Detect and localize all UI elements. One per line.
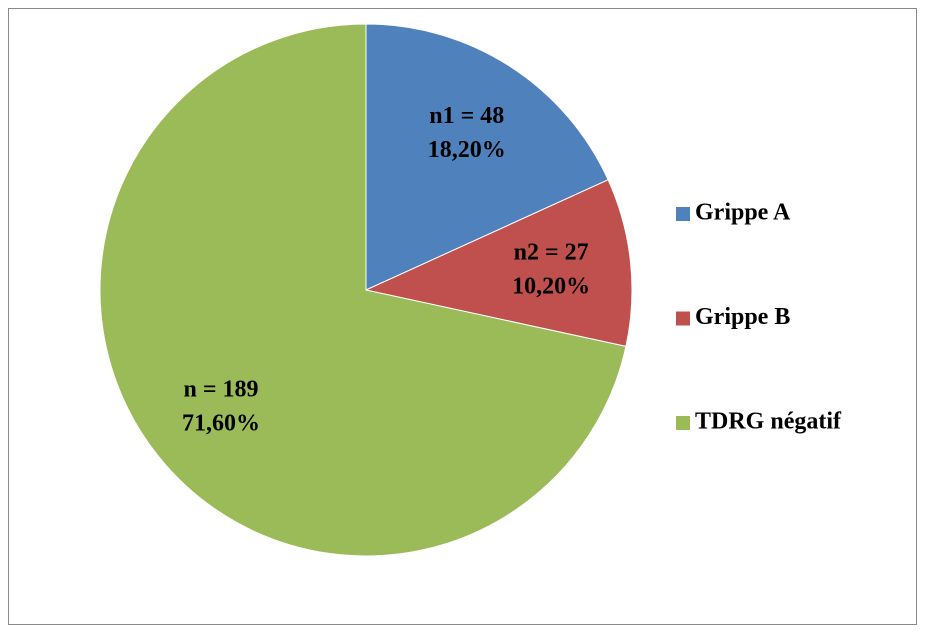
- legend-label: TDRG négatif: [695, 409, 842, 435]
- slice-value-label: 10,20%: [512, 274, 590, 300]
- pie-slice: [99, 23, 627, 557]
- slice-count-label: n2 = 27: [514, 240, 589, 266]
- legend-label: Grippe A: [695, 200, 791, 226]
- legend-swatch: [676, 416, 690, 430]
- legend-label: Grippe B: [695, 304, 790, 330]
- slice-count-label: n = 189: [184, 376, 259, 402]
- pie-slice: [365, 23, 609, 291]
- legend-swatch: [676, 207, 690, 221]
- slice-value-label: 18,20%: [428, 137, 506, 163]
- slice-count-label: n1 = 48: [429, 103, 504, 129]
- pie-slice: [364, 179, 633, 347]
- slice-value-label: 71,60%: [182, 410, 260, 436]
- legend-swatch: [676, 311, 690, 326]
